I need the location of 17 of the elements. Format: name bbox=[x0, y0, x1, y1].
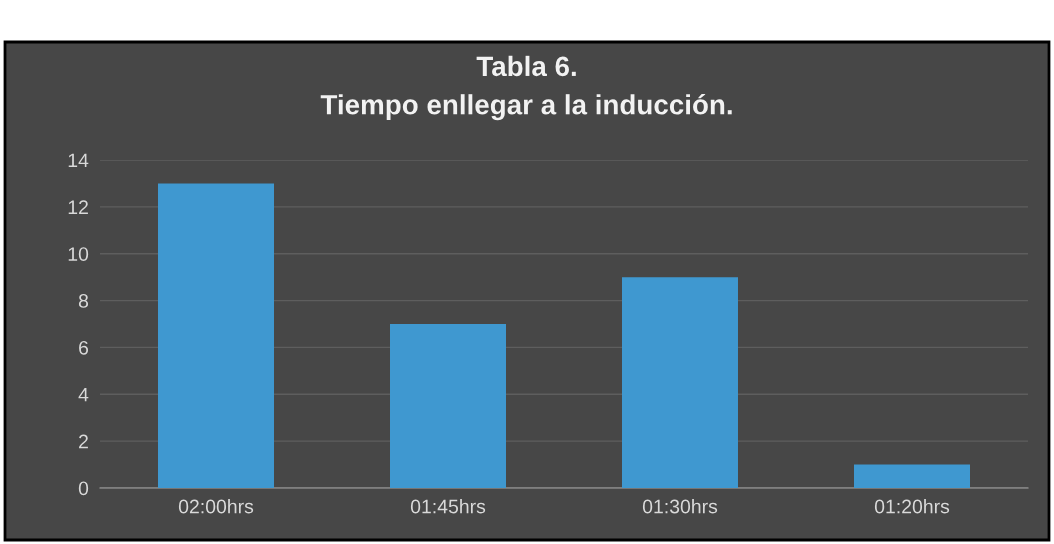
y-tick-label: 6 bbox=[79, 340, 89, 355]
y-tick-label: 12 bbox=[68, 200, 88, 214]
y-tick-label: 4 bbox=[78, 387, 89, 402]
x-tick-label: 01:45hrs bbox=[410, 499, 486, 514]
y-tick-label: 10 bbox=[68, 247, 89, 261]
x-tick-label: 01:30hrs bbox=[642, 499, 718, 514]
y-tick-label: 0 bbox=[78, 481, 89, 496]
chart-title: Tabla 6. Tiempo enllegar a la inducción. bbox=[320, 55, 732, 121]
y-tick-label: 14 bbox=[68, 153, 89, 168]
y-tick-label: 8 bbox=[78, 294, 89, 308]
y-tick-label: 2 bbox=[79, 434, 88, 449]
bar bbox=[390, 324, 506, 488]
bar bbox=[622, 277, 738, 488]
bar bbox=[158, 183, 274, 488]
x-tick-label: 02:00hrs bbox=[178, 499, 254, 514]
x-tick-label: 01:20hrs bbox=[874, 499, 950, 514]
bar bbox=[854, 464, 970, 488]
